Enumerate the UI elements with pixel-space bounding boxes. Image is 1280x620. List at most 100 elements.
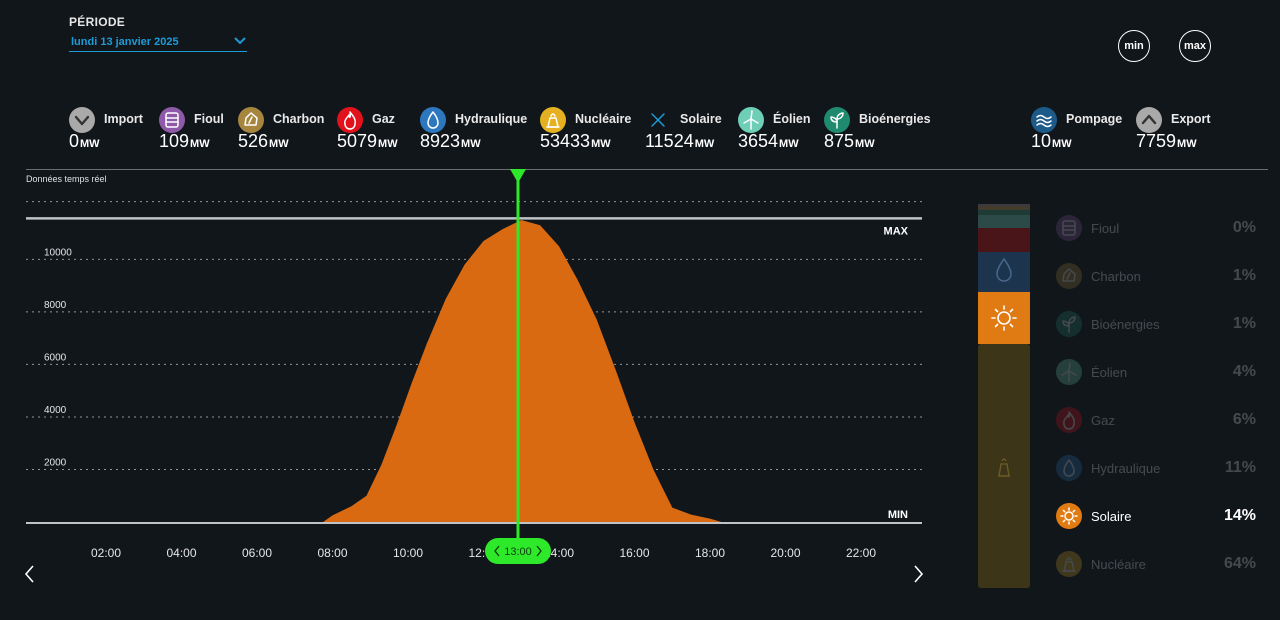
x-tick-label: 14:00 xyxy=(544,546,574,560)
y-tick-label: 4000 xyxy=(44,405,67,416)
wind-turbine-icon xyxy=(1056,359,1082,385)
chevron-up-icon xyxy=(1136,107,1162,133)
min-button[interactable]: min xyxy=(1118,30,1150,62)
y-tick-label: 6000 xyxy=(44,352,67,363)
legend-percent: 1% xyxy=(1232,315,1256,332)
source-name: Hydraulique xyxy=(455,112,528,126)
source-value-number: 11524 xyxy=(645,131,694,151)
nuclear-plant-icon xyxy=(1056,551,1082,577)
min-label: MIN xyxy=(888,509,908,521)
legend-name: Charbon xyxy=(1091,269,1141,284)
source-name: Export xyxy=(1171,112,1211,126)
source-name: Charbon xyxy=(273,112,325,126)
production-chart: 2000 4000 6000 8000 10000 MAX MIN 02:00 04:00 06:… xyxy=(26,169,922,564)
source-value-number: 53433 xyxy=(540,131,591,151)
max-button[interactable]: max xyxy=(1179,30,1211,62)
x-tick-label: 04:00 xyxy=(166,546,196,560)
source-value: 875MW xyxy=(824,131,875,152)
x-tick-label: 18:00 xyxy=(695,546,725,560)
source-value-number: 7759 xyxy=(1136,131,1177,151)
sun-icon xyxy=(1056,503,1082,529)
legend-item-gaz[interactable]: Gaz 6% xyxy=(1056,406,1256,434)
legend-item-fioul[interactable]: Fioul 0% xyxy=(1056,214,1256,242)
date-value: lundi 13 janvier 2025 xyxy=(71,36,179,48)
source-value: 0MW xyxy=(69,131,100,152)
previous-day-arrow-icon[interactable] xyxy=(22,564,38,584)
flame-icon xyxy=(337,107,363,133)
legend-item-hydraulique[interactable]: Hydraulique 11% xyxy=(1056,454,1256,482)
legend-percent: 1% xyxy=(1232,267,1256,284)
legend-percent: 6% xyxy=(1232,411,1256,428)
legend-item-nucleaire[interactable]: Nucléaire 64% xyxy=(1056,550,1256,578)
water-drop-icon xyxy=(996,257,1012,282)
water-drop-icon xyxy=(1056,455,1082,481)
nuclear-plant-icon xyxy=(998,458,1010,477)
source-value-unit: MW xyxy=(1052,138,1072,150)
oil-barrel-icon xyxy=(1056,215,1082,241)
legend-item-charbon[interactable]: Charbon 1% xyxy=(1056,262,1256,290)
coal-icon xyxy=(238,107,264,133)
legend-name: Bioénergies xyxy=(1091,317,1160,332)
legend-name: Solaire xyxy=(1091,509,1132,524)
x-tick-label: 20:00 xyxy=(770,546,800,560)
bar-segment-nucleaire xyxy=(978,344,1030,588)
next-day-arrow-icon[interactable] xyxy=(910,564,926,584)
x-tick-label: 06:00 xyxy=(242,546,272,560)
legend-percent: 14% xyxy=(1223,507,1256,524)
close-x-icon xyxy=(645,107,671,133)
water-drop-icon xyxy=(420,107,446,133)
y-tick-label: 8000 xyxy=(44,300,67,311)
legend-name: Fioul xyxy=(1091,221,1120,236)
x-tick-label: 16:00 xyxy=(619,546,649,560)
source-value-unit: MW xyxy=(1177,138,1197,150)
legend-percent: 64% xyxy=(1223,555,1256,572)
legend-name: Nucléaire xyxy=(1091,557,1146,572)
x-tick-label: 08:00 xyxy=(317,546,347,560)
source-value-number: 8923 xyxy=(420,131,461,151)
x-tick-label: 02:00 xyxy=(91,546,121,560)
x-tick-label: 10:00 xyxy=(393,546,423,560)
legend-percent: 0% xyxy=(1232,219,1256,236)
legend-percent: 4% xyxy=(1232,363,1256,380)
bar-segment-bioenergies xyxy=(978,210,1030,215)
source-value-unit: MW xyxy=(591,138,611,150)
chevron-down-icon xyxy=(69,107,95,133)
source-value-unit: MW xyxy=(378,138,398,150)
source-value-unit: MW xyxy=(269,138,289,150)
legend-item-eolien[interactable]: Éolien 4% xyxy=(1056,358,1256,386)
mix-stacked-bar xyxy=(978,204,1030,588)
sun-icon xyxy=(991,305,1017,331)
legend-name: Gaz xyxy=(1091,413,1115,428)
legend-name: Éolien xyxy=(1091,365,1128,380)
source-value-unit: MW xyxy=(694,138,715,150)
y-tick-label: 2000 xyxy=(44,457,67,468)
bar-segment-fioul xyxy=(978,204,1030,206)
legend-item-bioenergies[interactable]: Bioénergies 1% xyxy=(1056,310,1256,338)
realtime-label: Données temps réel xyxy=(26,174,107,184)
source-value: 11524MW xyxy=(645,131,714,152)
source-value-number: 109 xyxy=(159,131,190,151)
source-name: Nucléaire xyxy=(575,112,632,126)
source-value-unit: MW xyxy=(190,138,210,150)
y-tick-label: 10000 xyxy=(44,247,72,258)
source-name: Solaire xyxy=(680,112,722,126)
source-value-unit: MW xyxy=(779,138,799,150)
coal-icon xyxy=(1056,263,1082,289)
date-select[interactable]: lundi 13 janvier 2025 xyxy=(69,33,247,52)
bar-segment-gaz xyxy=(978,228,1030,252)
source-name: Pompage xyxy=(1066,112,1123,126)
source-name: Éolien xyxy=(773,112,811,126)
source-value: 10MW xyxy=(1031,131,1072,152)
wind-turbine-icon xyxy=(738,107,764,133)
bar-segment-charbon xyxy=(978,206,1030,210)
bar-segment-solaire xyxy=(978,292,1030,344)
source-value: 526MW xyxy=(238,131,289,152)
chevron-left-icon xyxy=(494,545,500,557)
time-cursor-label: 13:00 xyxy=(504,546,532,558)
legend-item-solaire[interactable]: Solaire 14% xyxy=(1056,502,1256,530)
time-cursor-handle[interactable] xyxy=(485,538,551,564)
source-name: Fioul xyxy=(194,112,224,126)
source-value: 53433MW xyxy=(540,131,611,152)
x-tick-label: 22:00 xyxy=(846,546,876,560)
time-cursor-top-marker xyxy=(510,169,526,183)
